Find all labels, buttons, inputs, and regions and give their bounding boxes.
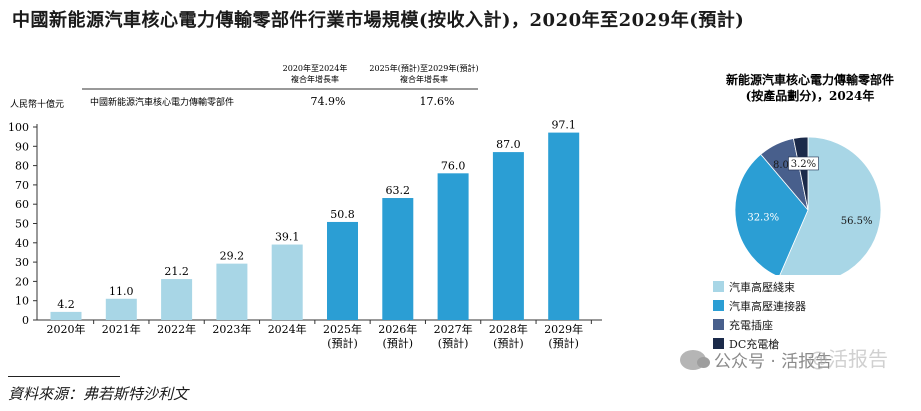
source-note: 資料來源：弗若斯特沙利文 [8, 385, 189, 403]
x-tick-sublabel: (預計) [548, 336, 579, 350]
y-tick-label: 20 [15, 275, 29, 288]
bar [382, 198, 414, 320]
y-unit-label: 人民幣十億元 [10, 98, 64, 110]
bar-value-label: 97.1 [551, 119, 576, 132]
legend-label: 汽車高壓綫束 [729, 280, 795, 294]
pie-chart-title: 新能源汽車核心電力傳輸零部件(按產品劃分)，2024年 [726, 72, 894, 103]
legend-swatch [713, 338, 724, 349]
bar [105, 298, 137, 320]
bar-value-label: 11.0 [109, 285, 134, 298]
page-title: 中國新能源汽車核心電力傳輸零部件行業市場規模(按收入計)，2020年至2029年… [12, 10, 745, 31]
pie-slice [779, 136, 882, 275]
legend-swatch [713, 319, 724, 330]
pie-slice-label: 8.0% [773, 160, 798, 171]
bar-chart: 2020年至2024年複合年增長率2025年(預計)至2029年(預計)複合年增… [8, 63, 602, 350]
x-tick-sublabel: (預計) [383, 336, 414, 350]
x-tick-label: 2024年 [268, 322, 307, 336]
bar-value-label: 87.0 [496, 138, 521, 151]
table-row-label: 中國新能源汽車核心電力傳輸零部件 [90, 96, 234, 108]
legend-swatch [713, 300, 724, 311]
y-tick-label: 10 [15, 295, 29, 308]
x-tick-sublabel: (預計) [438, 336, 469, 350]
bar [492, 152, 524, 320]
table-header: 複合年增長率 [400, 74, 448, 84]
y-tick-label: 90 [15, 140, 29, 153]
x-tick-label: 2020年 [47, 322, 86, 336]
legend-label: 充電插座 [729, 318, 773, 332]
x-tick-sublabel: (預計) [493, 336, 524, 350]
y-tick-label: 80 [15, 160, 29, 173]
y-tick-label: 40 [15, 237, 29, 250]
y-tick-label: 70 [15, 179, 29, 192]
legend-label: 汽車高壓連接器 [729, 299, 806, 313]
legend-swatch [713, 281, 724, 292]
x-tick-sublabel: (預計) [327, 336, 358, 350]
bar-value-label: 63.2 [386, 184, 411, 197]
bar-value-label: 4.2 [57, 298, 75, 311]
cagr-table: 2020年至2024年複合年增長率2025年(預計)至2029年(預計)複合年增… [10, 63, 479, 110]
legend-item: DC充電槍 [713, 334, 806, 353]
watermark-corner: @活报告 [808, 347, 888, 371]
bar [437, 173, 469, 320]
pie-slices: 56.5% 32.3% 8.0%3.2% [734, 136, 882, 275]
y-tick-label: 60 [15, 198, 29, 211]
bar-series: 4.2 11.0 21.2 29.2 39.1 50.8 63.2 76.0 87.0 97.1 [50, 119, 580, 320]
legend-item: 汽車高壓連接器 [713, 296, 806, 315]
x-tick-label: 2026年 [378, 322, 417, 336]
x-tick-label: 2025年 [323, 322, 362, 336]
x-tick-label: 2027年 [434, 322, 473, 336]
pie-slice [792, 136, 809, 211]
x-tick-label: 2021年 [102, 322, 141, 336]
y-tick-label: 30 [15, 256, 29, 269]
table-header: 2025年(預計)至2029年(預計) [369, 63, 478, 73]
legend-label: DC充電槍 [729, 337, 780, 351]
bar [161, 279, 193, 320]
pie-label-box [788, 156, 819, 171]
bar-value-label: 39.1 [275, 231, 300, 244]
bar-value-label: 50.8 [330, 208, 355, 221]
pie-title-line: 新能源汽車核心電力傳輸零部件 [726, 72, 894, 87]
watermark-text: 公众号 · 活报告 [714, 352, 833, 372]
pie-slice-label: 3.2% [791, 159, 816, 170]
cagr-value: 17.6% [420, 95, 455, 108]
table-header: 2020年至2024年 [283, 63, 348, 73]
pie-slice-label: 32.3% [747, 213, 779, 224]
pie-legend: 汽車高壓綫束 汽車高壓連接器 充電插座 DC充電槍 [713, 277, 806, 353]
bar [271, 244, 303, 320]
watermark: 公众号 · 活报告 [680, 347, 832, 372]
bar [327, 221, 358, 320]
wechat-icon [680, 349, 710, 370]
bar [50, 311, 82, 320]
bar-value-label: 21.2 [164, 265, 189, 278]
y-tick-label: 0 [22, 314, 29, 327]
table-header: 複合年增長率 [291, 74, 339, 84]
y-tick-label: 50 [15, 218, 29, 231]
x-tick-label: 2028年 [489, 322, 528, 336]
legend-item: 充電插座 [713, 315, 806, 334]
pie-slice-label: 56.5% [841, 216, 873, 227]
bar [548, 132, 580, 320]
pie-chart: 新能源汽車核心電力傳輸零部件(按產品劃分)，2024年 56.5% 32.3% 8.… [726, 72, 894, 275]
x-tick-label: 2023年 [212, 322, 251, 336]
y-tick-label: 100 [8, 121, 29, 134]
x-tick-label: 2022年 [157, 322, 196, 336]
pie-title-line: (按產品劃分)，2024年 [746, 88, 875, 103]
legend-item: 汽車高壓綫束 [713, 277, 806, 296]
bar-value-label: 29.2 [220, 250, 245, 263]
bar-value-label: 76.0 [441, 159, 466, 172]
cagr-value: 74.9% [311, 95, 346, 108]
pie-slice [734, 153, 809, 275]
bar [216, 263, 248, 320]
source-divider [8, 376, 120, 377]
x-tick-label: 2029年 [544, 322, 583, 336]
